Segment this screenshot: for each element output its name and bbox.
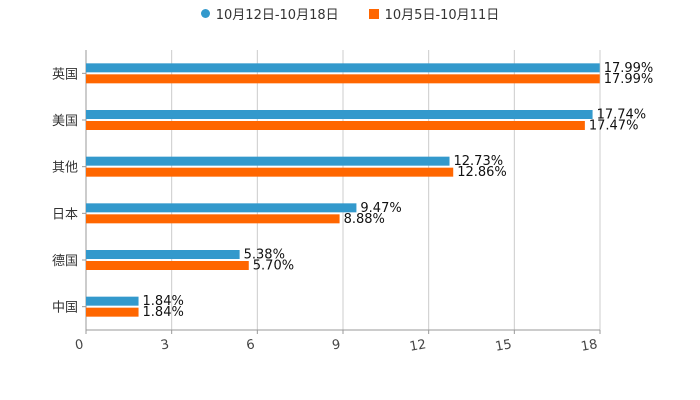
data-label-2: 5.70% — [253, 259, 294, 274]
bar-1 — [86, 250, 240, 259]
data-label-2: 1.84% — [143, 305, 184, 320]
data-label-1: 17.74% — [597, 108, 647, 123]
y-tick-label: 中国 — [52, 301, 78, 316]
bar-2 — [86, 121, 585, 130]
y-tick-label: 美国 — [52, 114, 78, 129]
y-tick-label: 其他 — [52, 161, 78, 176]
x-tick-label: 18 — [580, 337, 599, 355]
bar-2 — [86, 307, 139, 317]
x-tick-label: 0 — [74, 337, 85, 353]
data-label-1: 17.99% — [604, 61, 654, 76]
data-label-1: 12.73% — [454, 154, 504, 169]
data-label-1: 5.38% — [244, 248, 285, 263]
bar-2 — [86, 74, 600, 84]
legend: 10月12日-10月18日 10月5日-10月11日 — [0, 4, 700, 23]
x-tick-label: 12 — [408, 337, 427, 355]
x-tick-label: 3 — [160, 337, 171, 353]
data-label-1: 1.84% — [143, 294, 184, 309]
data-label-2: 17.47% — [589, 119, 639, 134]
legend-label-series-1: 10月12日-10月18日 — [215, 8, 339, 23]
data-label-2: 12.86% — [457, 165, 507, 180]
y-tick-label: 德国 — [52, 254, 78, 269]
legend-marker-series-2 — [368, 8, 379, 19]
bar-2 — [86, 167, 454, 177]
legend-item-series-2[interactable]: 10月5日-10月11日 — [368, 4, 500, 23]
bar-2 — [86, 261, 249, 270]
bar-1 — [86, 296, 139, 306]
legend-item-series-1[interactable]: 10月12日-10月18日 — [200, 4, 339, 23]
y-tick-label: 英国 — [52, 67, 78, 82]
legend-marker-series-1 — [200, 9, 210, 18]
x-tick-label: 15 — [494, 337, 513, 355]
bar-1 — [86, 63, 600, 73]
data-label-2: 17.99% — [604, 72, 654, 87]
data-label-1: 9.47% — [360, 201, 401, 216]
bar-1 — [86, 203, 357, 213]
x-tick-label: 6 — [245, 337, 256, 353]
bar-1 — [86, 110, 593, 119]
bar-2 — [86, 214, 340, 224]
legend-label-series-2: 10月5日-10月11日 — [384, 8, 500, 23]
data-label-2: 8.88% — [344, 212, 385, 227]
y-tick-label: 日本 — [52, 207, 78, 222]
x-tick-label: 9 — [331, 337, 342, 353]
bar-1 — [86, 156, 450, 166]
